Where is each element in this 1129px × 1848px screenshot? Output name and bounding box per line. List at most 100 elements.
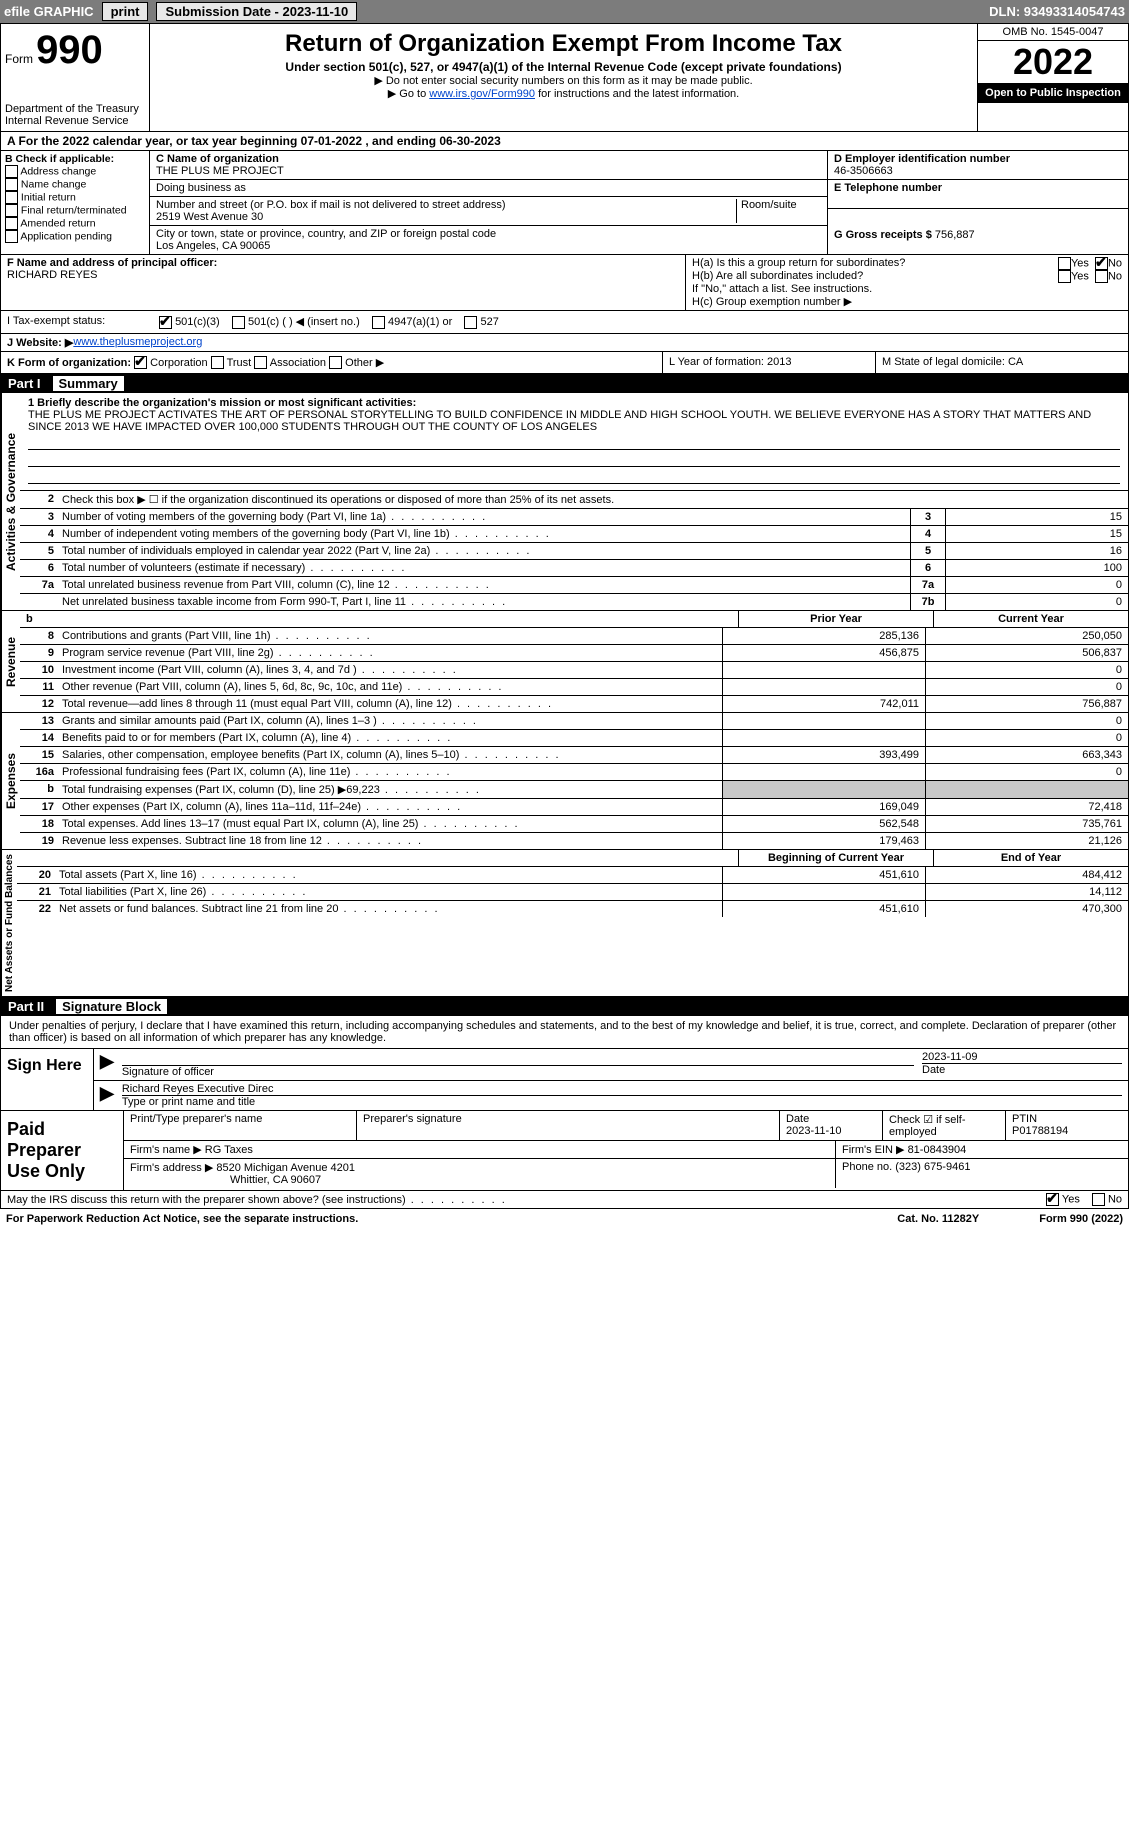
row-num: 8 xyxy=(20,628,58,644)
irs-link[interactable]: www.irs.gov/Form990 xyxy=(429,88,535,100)
row-desc: Total fundraising expenses (Part IX, col… xyxy=(58,781,722,798)
row-val: 0 xyxy=(945,577,1128,593)
hb-label: H(b) Are all subordinates included? xyxy=(692,270,1058,283)
name-label: Type or print name and title xyxy=(122,1096,1122,1108)
paid-row-2: Firm's name ▶ RG Taxes Firm's EIN ▶ 81-0… xyxy=(124,1141,1128,1159)
col-c-org: C Name of organization THE PLUS ME PROJE… xyxy=(150,151,828,254)
mission-box: 1 Briefly describe the organization's mi… xyxy=(20,393,1128,491)
discuss-no[interactable]: No xyxy=(1092,1193,1122,1206)
row-num: 16a xyxy=(20,764,58,780)
hb-no[interactable]: No xyxy=(1095,270,1122,283)
527-label: 527 xyxy=(481,316,499,328)
officer-box: F Name and address of principal officer:… xyxy=(1,255,686,310)
chk-501c3[interactable]: 501(c)(3) xyxy=(159,316,220,328)
discuss-no-label: No xyxy=(1108,1194,1122,1206)
chk-final-label: Final return/terminated xyxy=(21,204,127,216)
i-label: I Tax-exempt status: xyxy=(1,311,153,333)
chk-final[interactable]: Final return/terminated xyxy=(5,204,145,217)
row-desc: Professional fundraising fees (Part IX, … xyxy=(58,764,722,780)
ha-no[interactable]: No xyxy=(1095,257,1122,270)
row-val: 100 xyxy=(945,560,1128,576)
row-cy: 250,050 xyxy=(925,628,1128,644)
chk-corp[interactable]: Corporation xyxy=(134,357,208,369)
submission-date-button[interactable]: Submission Date - 2023-11-10 xyxy=(156,2,357,21)
chk-address-label: Address change xyxy=(20,165,96,177)
sig-officer-label: Signature of officer xyxy=(122,1066,914,1078)
hb-yes[interactable]: Yes xyxy=(1058,270,1089,283)
print-button[interactable]: print xyxy=(102,2,149,21)
sign-here-block: Sign Here ▶ Signature of officer 2023-11… xyxy=(0,1049,1129,1111)
self-emp: Check ☑ if self-employed xyxy=(883,1111,1006,1140)
chk-assoc[interactable]: Association xyxy=(254,357,326,369)
row-num: b xyxy=(20,781,58,798)
table-row: Net unrelated business taxable income fr… xyxy=(20,594,1128,610)
discuss-yes[interactable]: Yes xyxy=(1046,1193,1080,1206)
chk-other[interactable]: Other ▶ xyxy=(329,357,384,369)
tax-year: 2022 xyxy=(978,41,1128,83)
row-py: 451,610 xyxy=(722,867,925,883)
firm-addr1: 8520 Michigan Avenue 4201 xyxy=(216,1162,355,1174)
row-num: 19 xyxy=(20,833,58,849)
row-py: 562,548 xyxy=(722,816,925,832)
chk-amended[interactable]: Amended return xyxy=(5,217,145,230)
form-prefix: Form xyxy=(5,52,33,66)
firm-name-label: Firm's name ▶ xyxy=(130,1144,202,1156)
row-py: 179,463 xyxy=(722,833,925,849)
chk-trust[interactable]: Trust xyxy=(211,357,252,369)
row-cy: 0 xyxy=(925,679,1128,695)
sig-line-1: ▶ Signature of officer 2023-11-09 Date xyxy=(94,1049,1128,1081)
section-bcd: B Check if applicable: Address change Na… xyxy=(0,151,1129,255)
row-py xyxy=(722,884,925,900)
header-center: Return of Organization Exempt From Incom… xyxy=(150,24,977,131)
chk-initial[interactable]: Initial return xyxy=(5,191,145,204)
phone-label: E Telephone number xyxy=(834,182,1122,194)
addr-label: Number and street (or P.O. box if mail i… xyxy=(156,199,732,211)
chk-address[interactable]: Address change xyxy=(5,165,145,178)
row-desc: Total expenses. Add lines 13–17 (must eq… xyxy=(58,816,722,832)
vert-revenue: Revenue xyxy=(1,611,20,712)
row-num: 14 xyxy=(20,730,58,746)
phone-box: E Telephone number xyxy=(828,180,1128,209)
row-desc: Investment income (Part VIII, column (A)… xyxy=(58,662,722,678)
cat-no: Cat. No. 11282Y xyxy=(897,1213,979,1225)
hb-note: If "No," attach a list. See instructions… xyxy=(692,283,1122,295)
part-ii-header: Part II Signature Block xyxy=(0,997,1129,1016)
chk-527[interactable]: 527 xyxy=(464,316,498,328)
website-link[interactable]: www.theplusmeproject.org xyxy=(73,336,202,349)
chk-501c[interactable]: 501(c) ( ) ◀ (insert no.) xyxy=(232,316,360,328)
table-row: 17 Other expenses (Part IX, column (A), … xyxy=(20,799,1128,816)
row-num: 3 xyxy=(20,509,58,525)
row-box: 5 xyxy=(910,543,945,559)
prep-name-label: Print/Type preparer's name xyxy=(124,1111,357,1140)
k-label: K Form of organization: xyxy=(7,357,131,369)
mission-label: 1 Briefly describe the organization's mi… xyxy=(28,397,1120,409)
row-cy: 484,412 xyxy=(925,867,1128,883)
ein-label: D Employer identification number xyxy=(834,153,1122,165)
row-num: 9 xyxy=(20,645,58,661)
row-box: 3 xyxy=(910,509,945,525)
row-num: 12 xyxy=(20,696,58,712)
table-row: 12 Total revenue—add lines 8 through 11 … xyxy=(20,696,1128,712)
row-py xyxy=(722,679,925,695)
table-row: 9 Program service revenue (Part VIII, li… xyxy=(20,645,1128,662)
row-desc: Total number of individuals employed in … xyxy=(58,543,910,559)
firm-ein-label: Firm's EIN ▶ xyxy=(842,1144,905,1156)
chk-name[interactable]: Name change xyxy=(5,178,145,191)
paperwork-notice: For Paperwork Reduction Act Notice, see … xyxy=(6,1213,358,1225)
sig-field[interactable] xyxy=(122,1051,914,1066)
row-cy: 735,761 xyxy=(925,816,1128,832)
officer-name: RICHARD REYES xyxy=(7,269,679,281)
ha-yes[interactable]: Yes xyxy=(1058,257,1089,270)
dln-label: DLN: 93493314054743 xyxy=(989,4,1125,19)
row-py xyxy=(722,713,925,729)
row-num: 7a xyxy=(20,577,58,593)
row-cy: 14,112 xyxy=(925,884,1128,900)
row-cy: 72,418 xyxy=(925,799,1128,815)
assoc-label: Association xyxy=(270,357,326,369)
row-desc: Revenue less expenses. Subtract line 18 … xyxy=(58,833,722,849)
501c3-label: 501(c)(3) xyxy=(175,316,220,328)
chk-pending[interactable]: Application pending xyxy=(5,230,145,243)
chk-4947[interactable]: 4947(a)(1) or xyxy=(372,316,452,328)
part-ii-title: Signature Block xyxy=(56,999,167,1014)
eoy-label: End of Year xyxy=(933,850,1128,866)
